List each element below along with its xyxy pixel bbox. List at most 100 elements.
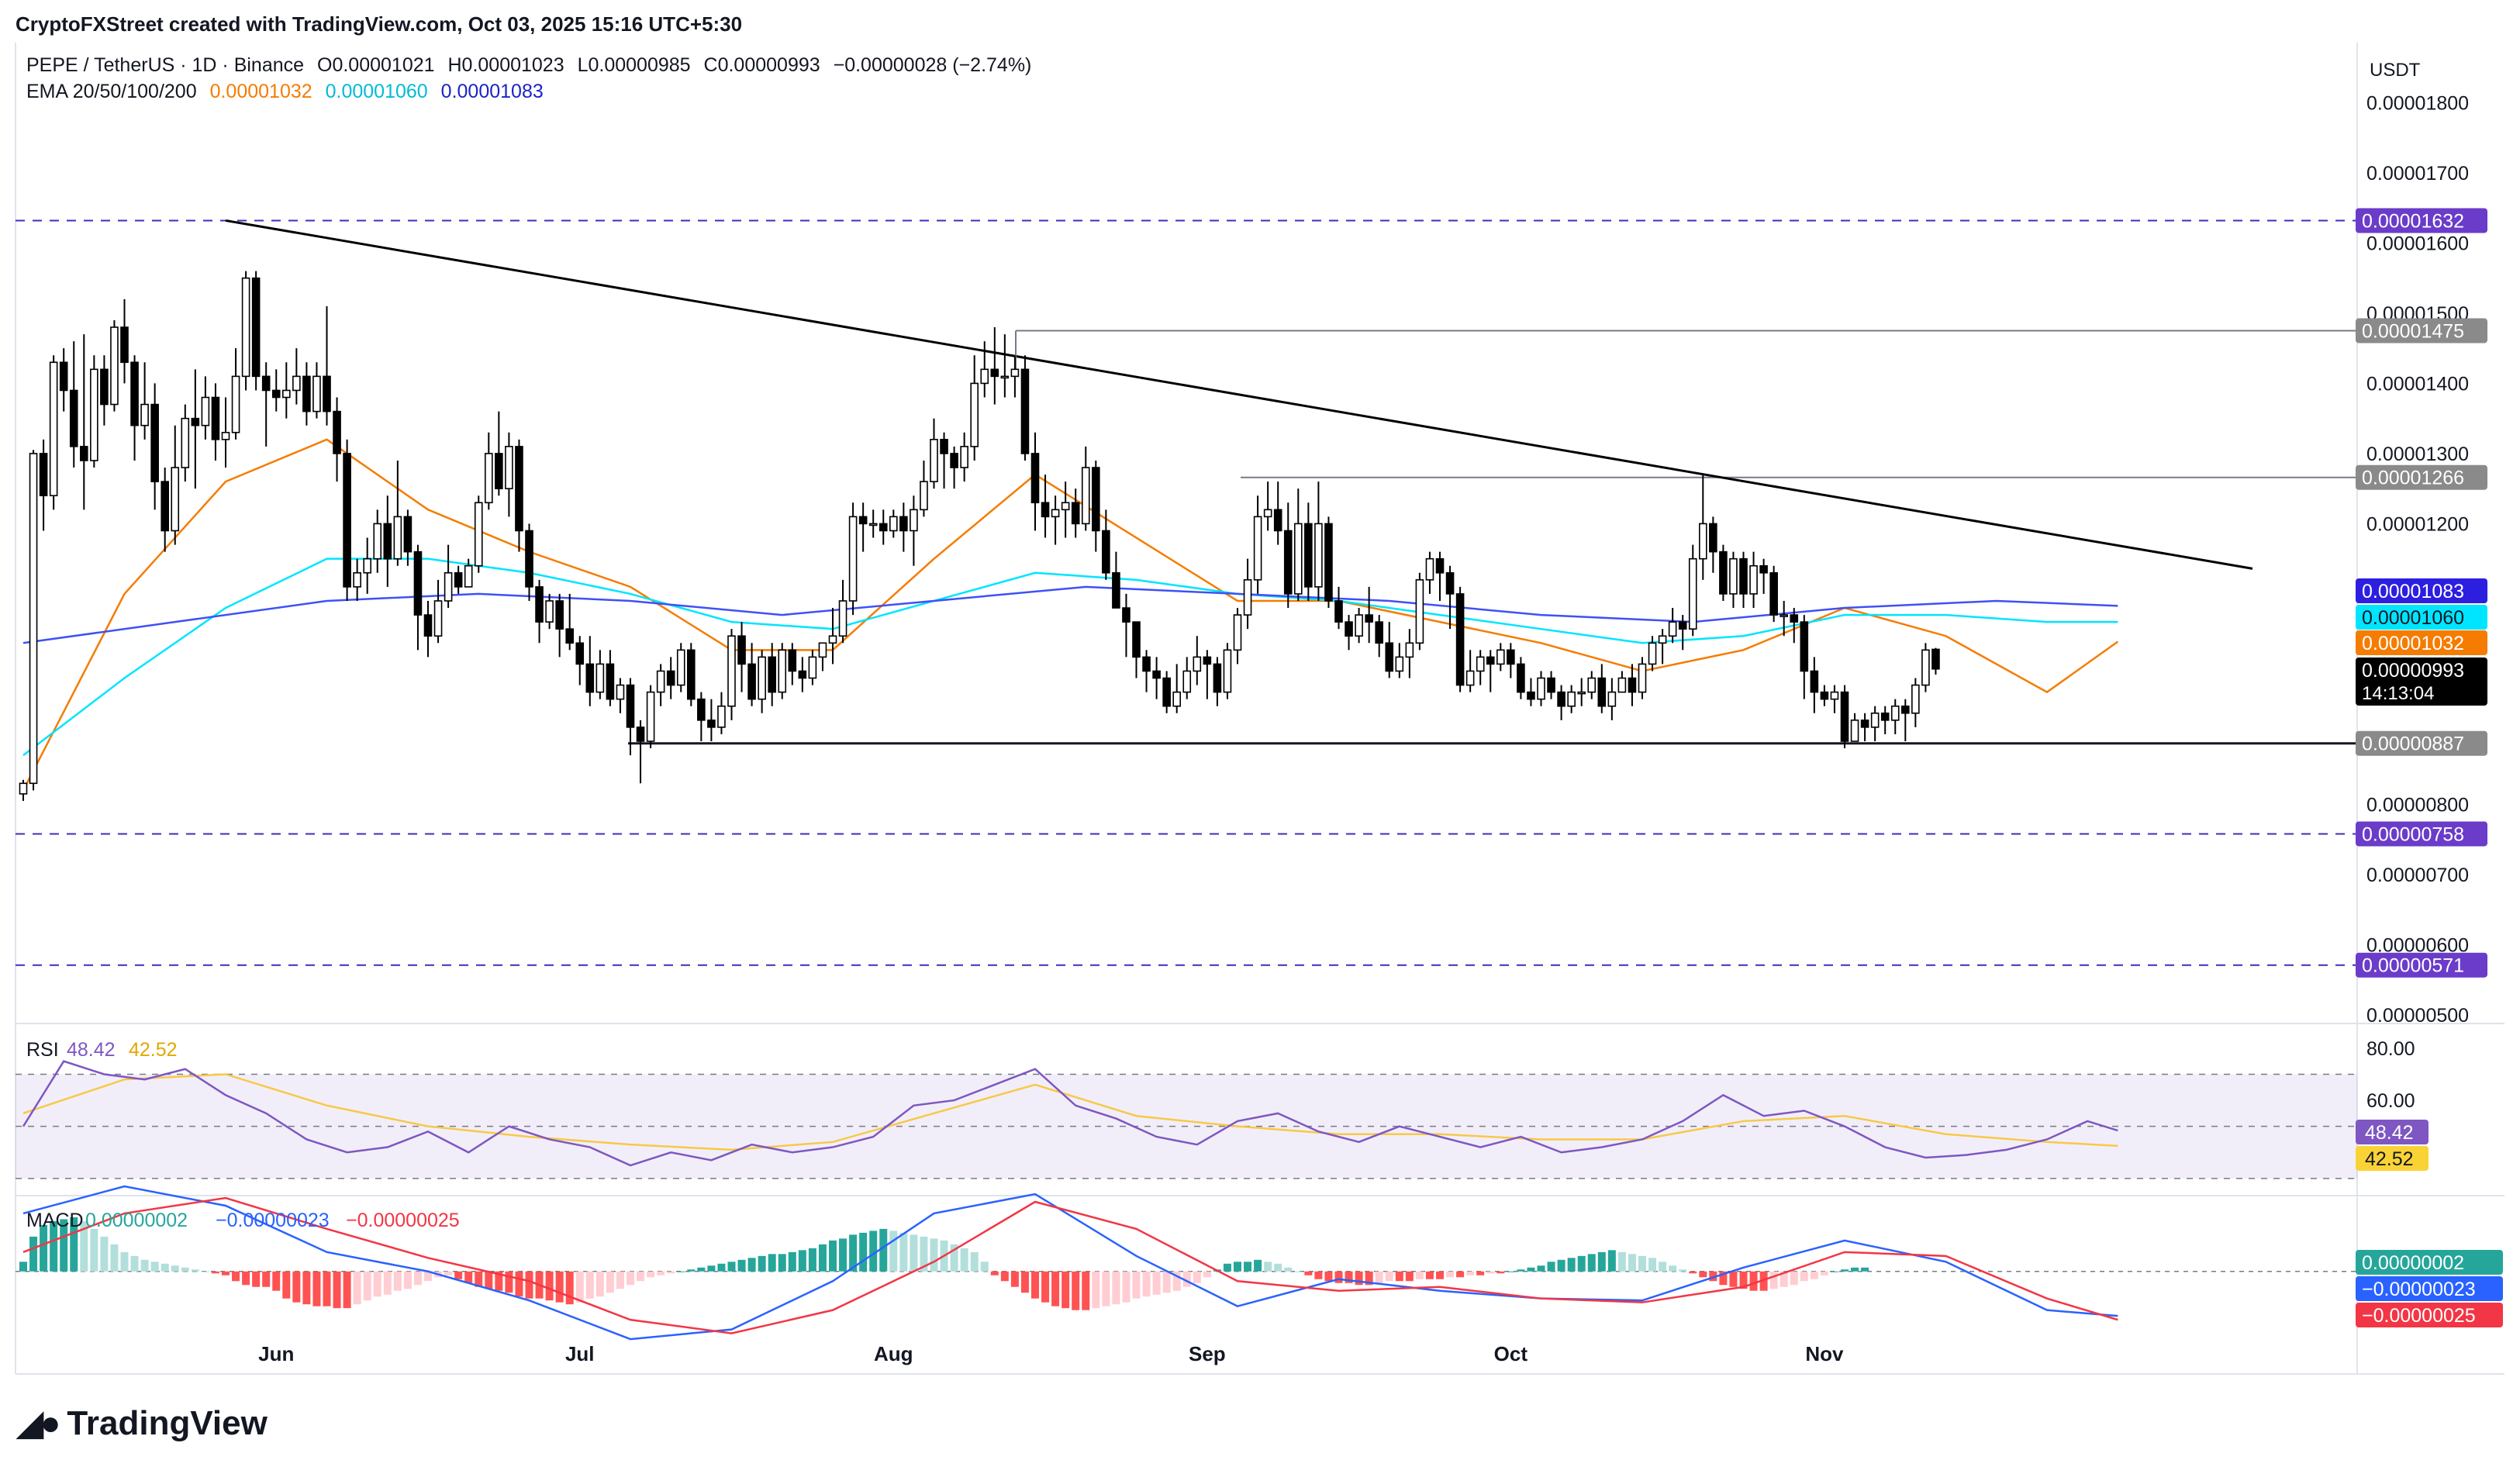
macd-histogram-bar	[737, 1259, 746, 1272]
candle-body	[778, 649, 787, 693]
macd-histogram-bar	[343, 1271, 351, 1309]
candle-body	[1385, 642, 1394, 672]
candle-body	[1617, 677, 1627, 693]
y-tick-label: 0.00001400	[2366, 373, 2469, 395]
candle-body	[1375, 621, 1383, 644]
macd-value-badge	[2356, 1276, 2503, 1301]
macd-histogram-bar	[1780, 1271, 1788, 1287]
y-tick-label: 0.00001600	[2366, 233, 2469, 254]
macd-histogram-bar	[1851, 1267, 1859, 1272]
macd-histogram-bar	[565, 1271, 574, 1305]
macd-value-badge	[2356, 1303, 2503, 1327]
ema-value-badge	[2356, 605, 2487, 630]
candle-body	[343, 453, 351, 588]
ohlc-close: C0.00000993	[703, 54, 820, 76]
macd-histogram-bar	[1051, 1271, 1060, 1306]
macd-histogram-bar	[1284, 1267, 1293, 1272]
ema-legend[interactable]: EMA 20/50/100/200 0.00001032 0.00001060 …	[26, 81, 551, 103]
candle-body	[686, 649, 696, 700]
macd-histogram-bar	[899, 1232, 908, 1272]
macd-histogram-bar	[1486, 1271, 1495, 1274]
macd-value-badge	[2356, 1250, 2503, 1275]
x-tick-label: Jul	[565, 1342, 595, 1365]
macd-histogram-bar	[1010, 1271, 1019, 1287]
macd-histogram-bar	[1476, 1271, 1485, 1275]
candle-body	[1547, 677, 1555, 693]
key-level-label: 0.00001475	[2362, 321, 2464, 343]
candle-body	[1273, 509, 1282, 532]
candle-body	[1729, 557, 1738, 595]
x-tick-label: Aug	[874, 1342, 913, 1365]
candle-body	[1911, 684, 1920, 714]
ohlc-high: H0.00001023	[447, 54, 564, 76]
candle-body	[1000, 375, 1010, 379]
tradingview-logo-icon: ◢●	[17, 1404, 60, 1442]
key-level-badge	[2356, 952, 2487, 978]
countdown-label: 14:13:04	[2362, 683, 2434, 704]
macd-histogram-bar	[1041, 1271, 1050, 1303]
candle-body	[1830, 691, 1839, 700]
macd-histogram-bar	[1436, 1271, 1444, 1279]
candle-body	[1860, 720, 1869, 728]
macd-histogram-bar	[475, 1271, 483, 1287]
candle-body	[910, 509, 918, 532]
macd-legend-macd: −0.00000023	[216, 1210, 330, 1231]
macd-histogram-bar	[1385, 1271, 1393, 1282]
y-tick-label: 0.00000700	[2366, 865, 2469, 886]
tradingview-logo[interactable]: ◢● TradingView	[17, 1403, 268, 1443]
candle-body	[1890, 705, 1900, 721]
candle-body	[1870, 712, 1880, 728]
key-level-badge	[2356, 730, 2487, 756]
rsi-legend-ma: 42.52	[129, 1039, 178, 1061]
candle-body	[1749, 564, 1758, 595]
rsi-line	[22, 1060, 2118, 1167]
candle-body	[1790, 614, 1799, 623]
candle-body	[161, 481, 169, 532]
candle-body	[323, 375, 331, 412]
macd-histogram-bar	[1446, 1271, 1455, 1278]
candle-body	[1213, 663, 1222, 693]
candle-body	[312, 375, 321, 412]
candle-body	[1455, 593, 1465, 686]
macd-histogram-bar	[1112, 1271, 1120, 1305]
candle-body	[1688, 557, 1697, 630]
macd-histogram-bar	[363, 1271, 371, 1301]
macd-value-label: −0.00000023	[2362, 1279, 2476, 1300]
macd-histogram-bar	[627, 1271, 634, 1286]
macd-histogram-bar	[585, 1271, 594, 1299]
macd-histogram-bar	[130, 1255, 139, 1272]
candle-body	[1203, 656, 1212, 665]
symbol-name[interactable]: PEPE / TetherUS · 1D · Binance	[26, 54, 305, 76]
macd-histogram-bar	[50, 1220, 58, 1272]
candle-body	[1061, 502, 1070, 511]
macd-histogram-bar	[1648, 1258, 1657, 1272]
rsi-tick-label: 60.00	[2366, 1090, 2415, 1112]
candle-body	[1041, 502, 1050, 518]
key-level-badge	[2356, 821, 2487, 847]
candle-body	[646, 691, 655, 742]
candle-body	[1132, 621, 1141, 658]
candle-body	[565, 628, 575, 644]
macd-histogram-bar	[333, 1271, 341, 1309]
candle-body	[1486, 656, 1495, 665]
rsi-ma-badge	[2356, 1146, 2429, 1171]
candle-body	[1628, 677, 1637, 693]
candle-body	[585, 663, 595, 693]
macd-histogram-bar	[1304, 1271, 1313, 1275]
x-tick-label: Jun	[258, 1342, 294, 1365]
candle-body	[1638, 663, 1647, 693]
macd-histogram-bar	[312, 1271, 321, 1306]
macd-histogram-bar	[1597, 1251, 1606, 1272]
macd-histogram-bar	[1577, 1255, 1586, 1272]
macd-histogram-bar	[19, 1262, 27, 1272]
macd-histogram-bar	[1841, 1269, 1849, 1272]
macd-histogram-bar	[1365, 1271, 1373, 1286]
macd-histogram-bar	[920, 1236, 928, 1272]
macd-histogram-bar	[302, 1271, 311, 1305]
current-price-badge	[2356, 658, 2487, 706]
candle-body	[181, 417, 190, 468]
macd-histogram-bar	[1617, 1251, 1626, 1272]
macd-histogram-bar	[70, 1217, 78, 1272]
key-level-label: 0.00001266	[2362, 468, 2464, 489]
